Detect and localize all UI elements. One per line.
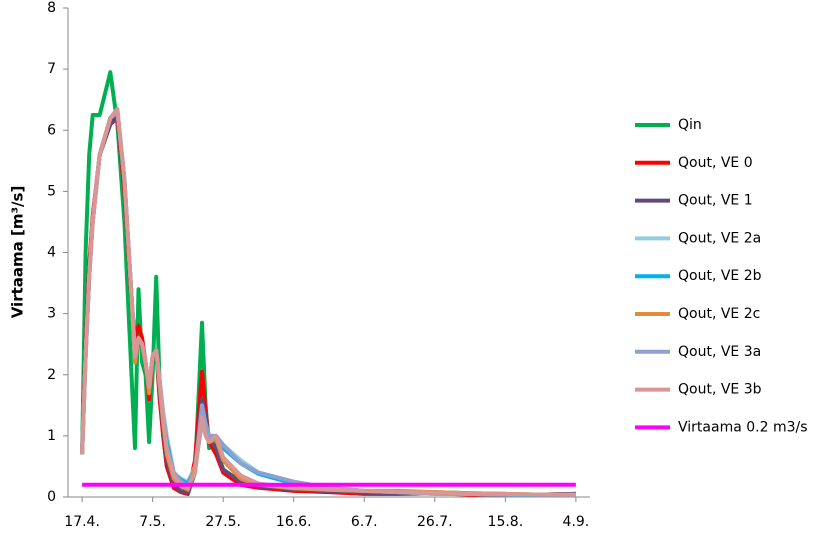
y-axis-label: Virtaama [m³/s] [9, 186, 27, 319]
legend-label: Qout, VE 1 [678, 193, 753, 209]
y-tick-label: 5 [47, 183, 56, 199]
y-tick-label: 4 [47, 245, 56, 261]
legend-label: Qout, VE 3b [678, 382, 762, 398]
y-tick-label: 7 [47, 61, 56, 77]
x-tick-label: 15.8. [488, 514, 524, 530]
legend-label: Virtaama 0.2 m3/s [678, 419, 808, 435]
x-tick-label: 16.6. [276, 514, 312, 530]
legend-label: Qout, VE 0 [678, 155, 753, 171]
x-tick-label: 26.7. [417, 514, 453, 530]
y-tick-label: 1 [47, 428, 56, 444]
y-tick-label: 2 [47, 367, 56, 383]
y-tick-label: 3 [47, 306, 56, 322]
y-tick-label: 6 [47, 122, 56, 138]
legend-label: Qout, VE 2b [678, 268, 762, 284]
legend-label: Qin [678, 117, 702, 133]
legend-label: Qout, VE 2a [678, 230, 761, 246]
y-tick-label: 8 [47, 0, 56, 16]
y-tick-label: 0 [47, 489, 56, 505]
legend-label: Qout, VE 2c [678, 306, 760, 322]
x-tick-label: 17.4. [64, 514, 100, 530]
x-tick-label: 27.5. [205, 514, 241, 530]
series-line [80, 106, 576, 497]
x-tick-label: 7.5. [139, 514, 166, 530]
x-tick-label: 4.9. [563, 514, 590, 530]
legend-label: Qout, VE 3a [678, 344, 761, 360]
series-line [80, 70, 576, 497]
x-tick-label: 6.7. [351, 514, 378, 530]
